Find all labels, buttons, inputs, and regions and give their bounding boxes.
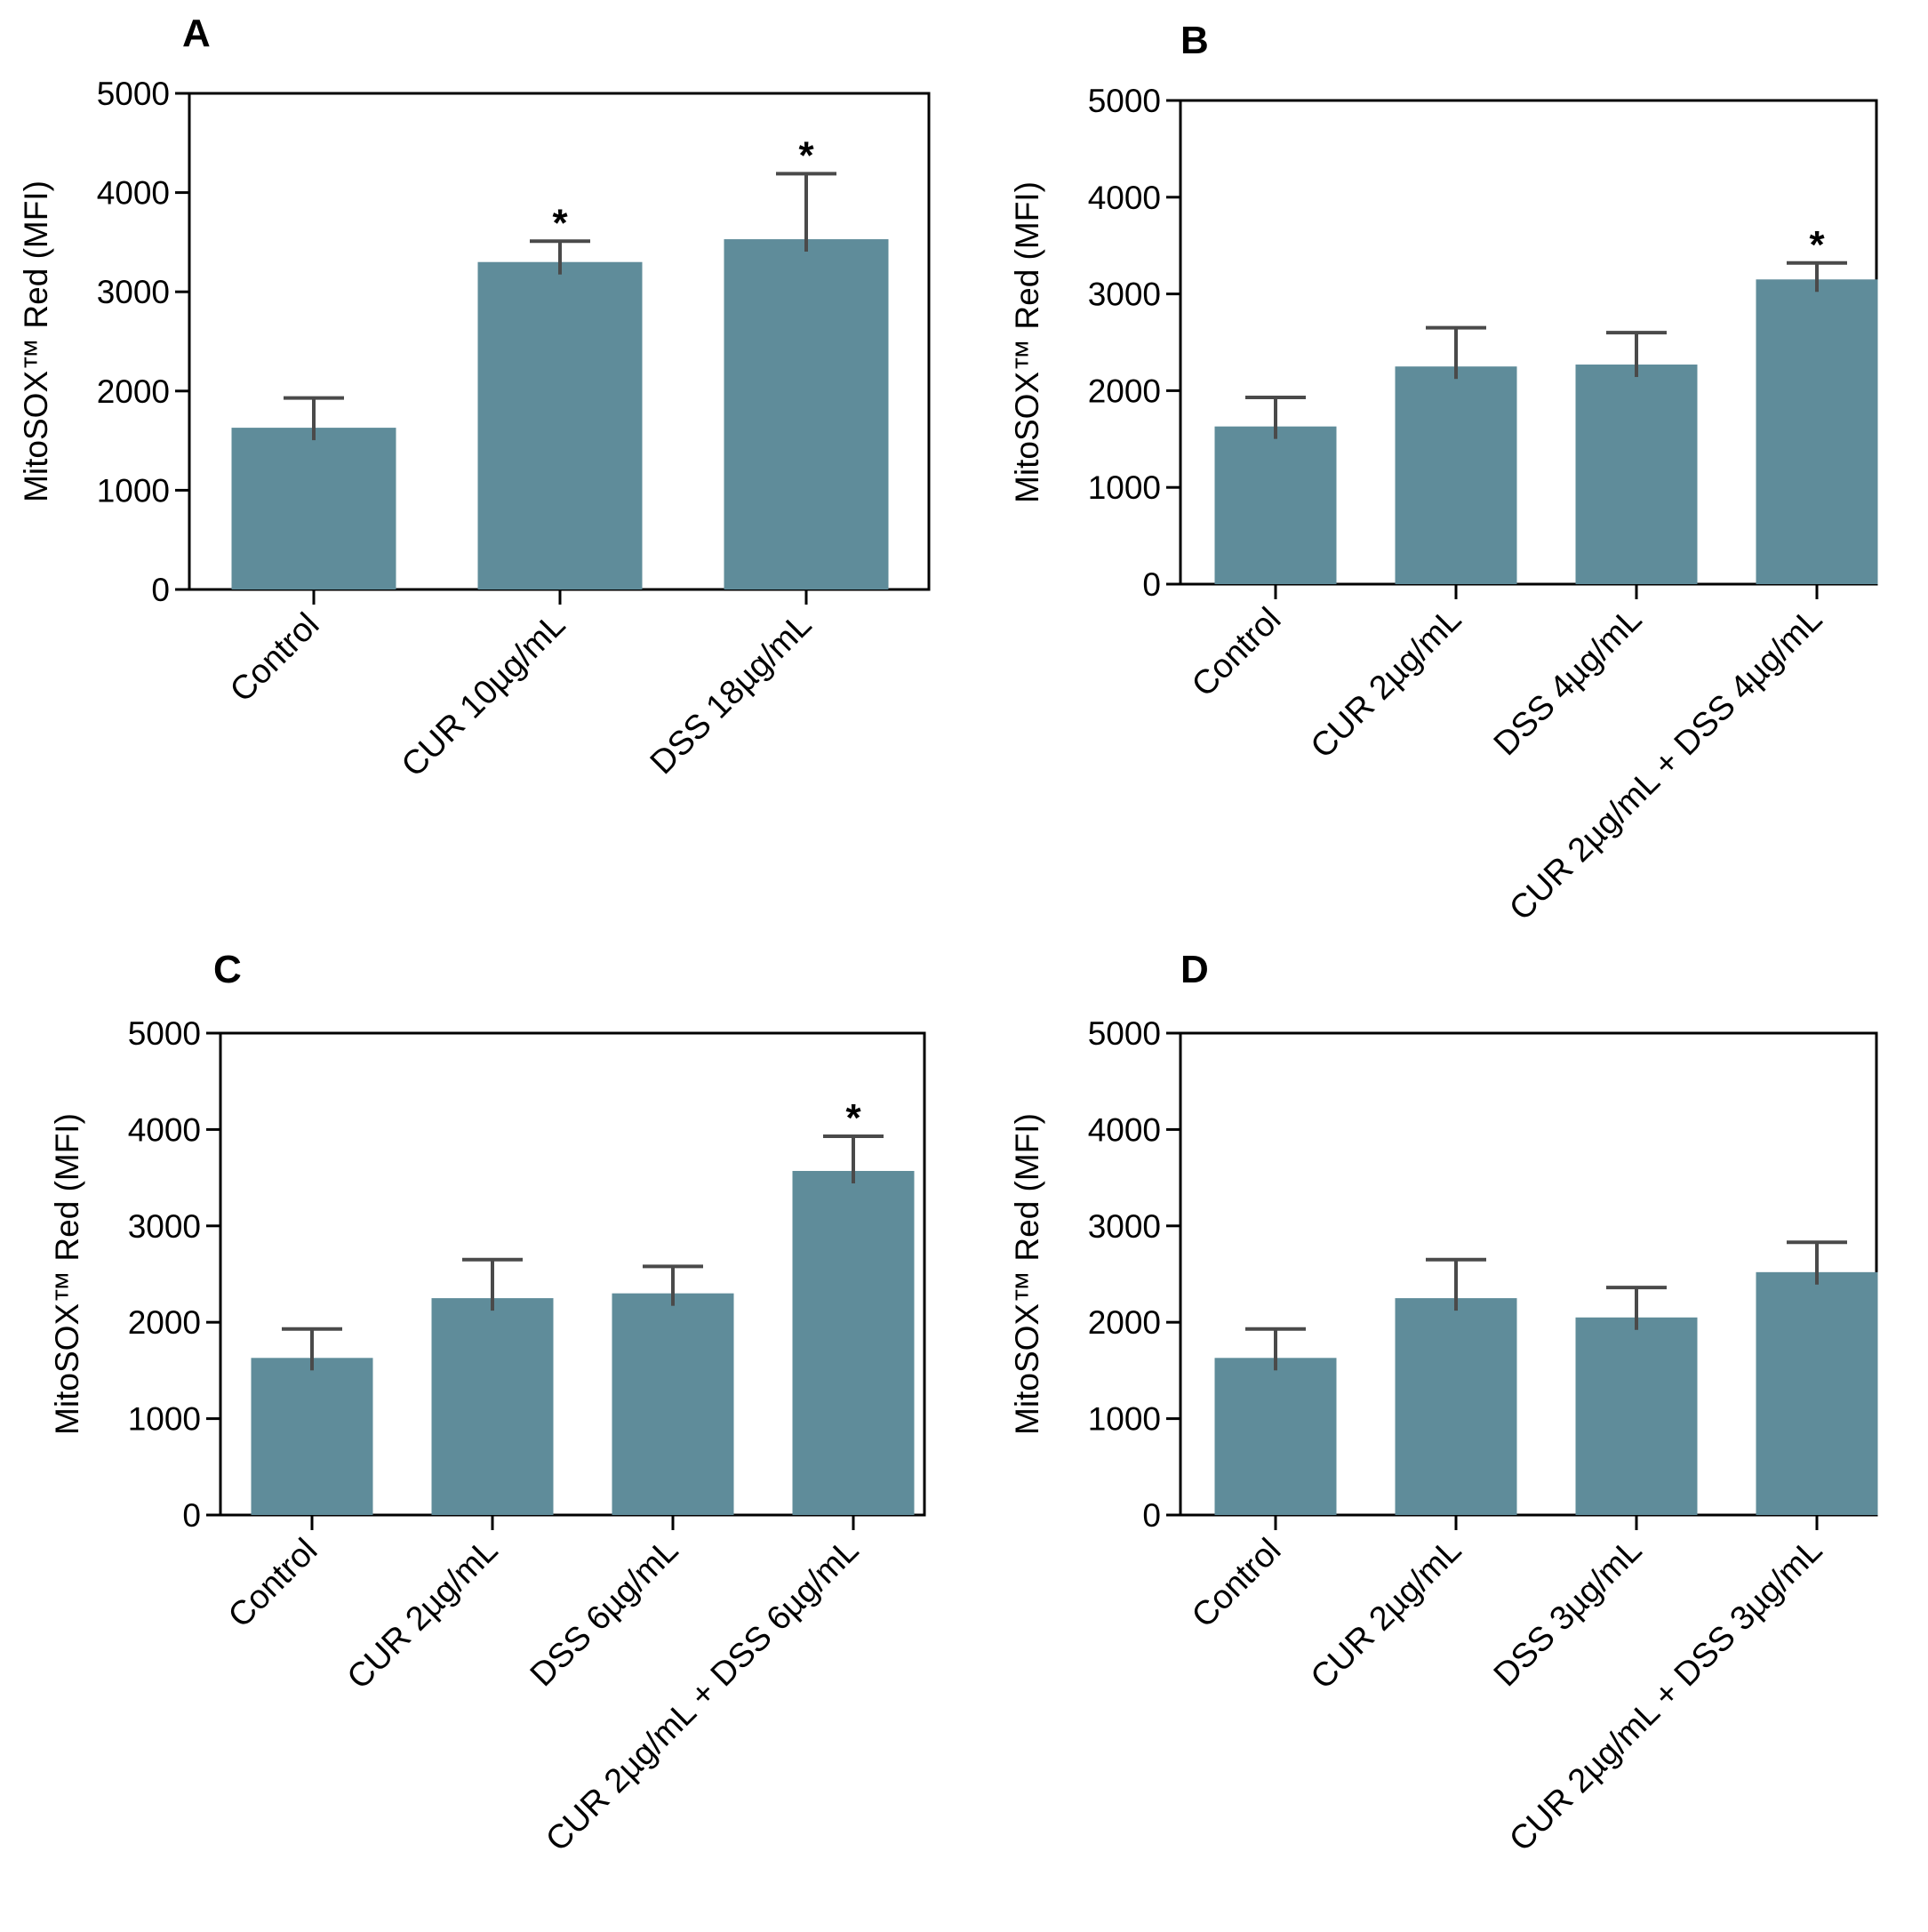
panel-a-ytick-label: 4000 <box>97 175 170 212</box>
panel-a-category-label: Control <box>223 606 326 709</box>
panel-c-ytick-label: 4000 <box>128 1111 201 1148</box>
panel-c-ytick-label: 0 <box>182 1497 201 1534</box>
panel-c-category-label: CUR 2µg/mL + DSS 6µg/mL <box>539 1532 866 1859</box>
panel-b-category-label: Control <box>1185 601 1288 704</box>
panel-d-bar <box>1756 1271 1878 1515</box>
panel-a-ytick-label: 2000 <box>97 373 170 410</box>
panel-b-y-axis-title: MitoSOX™ Red (MFI) <box>1009 181 1045 503</box>
panel-c-category-label: CUR 2µg/mL <box>340 1532 506 1697</box>
panel-c-significance-star: * <box>845 1096 861 1140</box>
panel-c-letter: C <box>213 948 242 991</box>
panel-a-ytick-label: 3000 <box>97 274 170 310</box>
panel-d-category-label: CUR 2µg/mL <box>1304 1532 1469 1697</box>
panel-a-category-label: DSS 18µg/mL <box>644 606 820 782</box>
panel-a-y-axis-title: MitoSOX™ Red (MFI) <box>18 180 54 502</box>
panel-b-ytick-label: 1000 <box>1088 469 1161 506</box>
panel-d: D 0 1000 2000 3000 4000 5000 MitoSOX™ Red (MFI)… <box>1009 948 1878 1859</box>
panel-d-ytick-label: 0 <box>1142 1497 1161 1534</box>
panel-c-y-axis-title: MitoSOX™ Red (MFI) <box>49 1113 85 1435</box>
panel-d-letter: D <box>1180 948 1209 991</box>
panel-d-ytick-label: 1000 <box>1088 1401 1161 1438</box>
panel-b-ytick-label: 3000 <box>1088 277 1161 313</box>
panel-c: C 0 1000 2000 3000 4000 5000 MitoSOX™ Red (MFI)… <box>49 948 926 1859</box>
panel-a-ytick-label: 5000 <box>97 76 170 112</box>
panel-a-category-label: CUR 10µg/mL <box>395 606 572 784</box>
panel-b-category-label: DSS 4µg/mL <box>1487 601 1650 764</box>
panel-a-bar <box>231 428 396 589</box>
panel-c-bar <box>792 1171 915 1515</box>
panel-d-ytick-label: 2000 <box>1088 1304 1161 1341</box>
panel-d-ytick-label: 4000 <box>1088 1111 1161 1148</box>
panel-a: A 0 1000 2000 3000 4000 5000 MitoSOX™ Red (MFI)… <box>18 12 931 784</box>
panel-a-ytick-label: 1000 <box>97 472 170 509</box>
panel-b-category-label: CUR 2µg/mL <box>1304 601 1469 766</box>
panel-c-bar <box>431 1298 554 1515</box>
panel-d-y-axis-title: MitoSOX™ Red (MFI) <box>1009 1113 1045 1435</box>
panel-a-bar <box>724 239 889 589</box>
panel-d-bar <box>1214 1358 1337 1515</box>
panel-c-bar <box>251 1358 373 1515</box>
panel-c-ytick-label: 2000 <box>128 1304 201 1341</box>
panel-a-bar <box>477 261 643 589</box>
panel-b-bar <box>1214 426 1337 584</box>
panel-b-bar <box>1395 366 1517 584</box>
panel-c-ytick-label: 1000 <box>128 1401 201 1438</box>
panel-b-significance-star: * <box>1809 223 1825 267</box>
panel-c-ytick-label: 5000 <box>128 1015 201 1052</box>
panel-d-bar <box>1395 1298 1517 1515</box>
panel-d-ytick-label: 5000 <box>1088 1015 1161 1052</box>
panel-c-category-label: Control <box>221 1532 324 1635</box>
panel-b-ytick-label: 4000 <box>1088 180 1161 216</box>
panel-d-bar <box>1575 1317 1698 1515</box>
panel-b-ytick-label: 0 <box>1142 566 1161 603</box>
panel-b-ytick-label: 5000 <box>1088 83 1161 119</box>
panel-d-category-label: CUR 2µg/mL + DSS 3µg/mL <box>1502 1532 1829 1859</box>
panel-d-category-label: DSS 3µg/mL <box>1487 1532 1650 1695</box>
panel-b-ytick-label: 2000 <box>1088 373 1161 409</box>
panel-d-ytick-label: 3000 <box>1088 1208 1161 1245</box>
panel-c-bar <box>612 1293 734 1515</box>
panel-a-significance-star: * <box>798 133 814 177</box>
panel-a-significance-star: * <box>552 201 568 245</box>
panel-d-category-label: Control <box>1185 1532 1288 1635</box>
panel-b-bar <box>1575 365 1698 584</box>
panel-b: B 0 1000 2000 3000 4000 5000 MitoSOX™ Red (MFI)… <box>1009 19 1878 928</box>
panel-b-bar <box>1756 279 1878 584</box>
panel-c-category-label: DSS 6µg/mL <box>524 1532 686 1695</box>
panel-c-ytick-label: 3000 <box>128 1208 201 1245</box>
panel-a-letter: A <box>182 12 211 55</box>
panel-a-ytick-label: 0 <box>151 572 170 608</box>
panel-b-category-label: CUR 2µg/mL + DSS 4µg/mL <box>1502 601 1829 928</box>
panel-c-plot-frame <box>219 1031 926 1517</box>
panel-b-letter: B <box>1180 19 1209 62</box>
